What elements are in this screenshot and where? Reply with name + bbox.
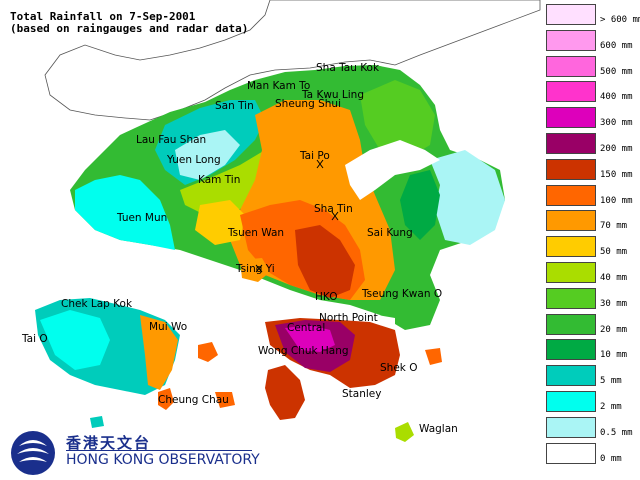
small-island-4 (90, 416, 104, 428)
rain-zone-lightcyan (175, 130, 240, 180)
legend-label: 100 mm (600, 195, 633, 206)
place-label: Waglan (419, 423, 458, 435)
logo-divider (66, 450, 252, 451)
legend-swatch (546, 4, 596, 25)
legend-label: 30 mm (600, 298, 628, 309)
place-label: Central (287, 322, 326, 334)
legend-label: 50 mm (600, 247, 628, 258)
legend-swatch (546, 339, 596, 361)
legend-swatch (546, 158, 596, 180)
place-label: Mui Wo (149, 321, 188, 333)
legend-label: 0 mm (600, 453, 622, 464)
small-island-2 (215, 392, 235, 408)
legend-label: 200 mm (600, 144, 633, 154)
legend-label: > 600 mm (600, 15, 640, 25)
waglan-island (395, 422, 414, 442)
place-label: Sha Tau Kok (316, 62, 380, 74)
place-label: Lau Fau Shan (136, 134, 207, 146)
legend-label: 2 mm (600, 402, 622, 412)
place-label: Tsuen Wan (228, 227, 285, 239)
place-label: Tsing Yi (236, 263, 275, 275)
place-label: San Tin (215, 100, 254, 112)
rain-zone-teal-east (400, 170, 440, 240)
map-title: Total Rainfall on 7-Sep-2001 (10, 10, 196, 23)
small-island-3 (425, 348, 442, 365)
place-label: Man Kam To (247, 80, 311, 92)
place-label: Shek O (380, 362, 418, 374)
legend-swatch (546, 55, 596, 77)
lantau-orange (140, 315, 178, 390)
place-label: North Point (319, 312, 378, 324)
tsing-yi (240, 258, 270, 282)
rain-zone-green-east (360, 80, 435, 160)
legend-swatch (546, 184, 596, 206)
legend-label: 300 mm (600, 118, 633, 129)
place-label: Yuen Long (167, 154, 221, 166)
place-label: Cheung Chau (158, 394, 229, 406)
place-label: Sai Kung (367, 227, 413, 239)
legend-label: 40 mm (600, 273, 628, 283)
place-label: Tuen Mun (117, 212, 168, 224)
tolo-harbour (345, 140, 440, 200)
place-label: Sha Tin (314, 203, 353, 215)
lantau-cyan (40, 310, 110, 370)
logo-chinese-name: 香港天文台 (66, 434, 152, 452)
legend-swatch (546, 365, 596, 387)
logo-english-name: HONG KONG OBSERVATORY (66, 452, 260, 468)
place-label: Tai Po (300, 150, 330, 162)
legend-label: 600 mm (600, 40, 633, 51)
legend-swatch (546, 81, 596, 103)
legend-swatch (546, 236, 596, 258)
legend-label: 150 mm (600, 169, 633, 180)
place-label: Tseung Kwan O (362, 288, 443, 300)
legend-label: 0.5 mm (600, 427, 633, 438)
victoria-harbour (240, 300, 395, 325)
legend-swatch (546, 29, 596, 51)
place-label: Chek Lap Kok (61, 298, 133, 310)
map-subtitle: (based on raingauges and radar data) (10, 22, 249, 35)
place-label: Wong Chuk Hang (258, 345, 349, 357)
place-markers (255, 159, 339, 273)
legend-swatch (546, 391, 596, 412)
mainland-coastline (44, 0, 541, 121)
legend-swatch (546, 210, 596, 232)
legend-swatch (546, 313, 596, 335)
place-label: HKO (315, 291, 338, 303)
legend-label: 500 mm (600, 66, 633, 77)
legend-swatch (546, 107, 596, 129)
lamma-island (265, 365, 305, 420)
place-label: Ta Kwu Ling (302, 89, 365, 101)
rain-zone-red (295, 225, 355, 298)
place-label: Tai O (22, 333, 48, 345)
legend-label: 400 mm (600, 92, 633, 103)
hko-logo-icon (11, 431, 55, 475)
legend-label: 20 mm (600, 324, 628, 335)
rain-zone-yellow (195, 200, 245, 245)
legend-label: 70 mm (600, 221, 628, 232)
place-label: Kam Tin (198, 174, 241, 186)
hk-island-magenta (285, 325, 335, 352)
legend-label: 10 mm (600, 350, 628, 361)
rain-zone-cyan-east (430, 150, 505, 245)
legend-label: 5 mm (600, 376, 622, 387)
cheung-chau (158, 388, 174, 410)
small-island-1 (198, 342, 218, 362)
rain-zone-cyan-west (75, 175, 175, 250)
place-label: Sheung Shui (275, 98, 341, 110)
legend-swatch (546, 416, 596, 438)
place-label: Stanley (342, 388, 382, 400)
legend-swatch (546, 287, 596, 309)
legend-swatch (546, 262, 596, 283)
legend-swatch (546, 133, 596, 154)
legend-swatch (546, 442, 596, 464)
